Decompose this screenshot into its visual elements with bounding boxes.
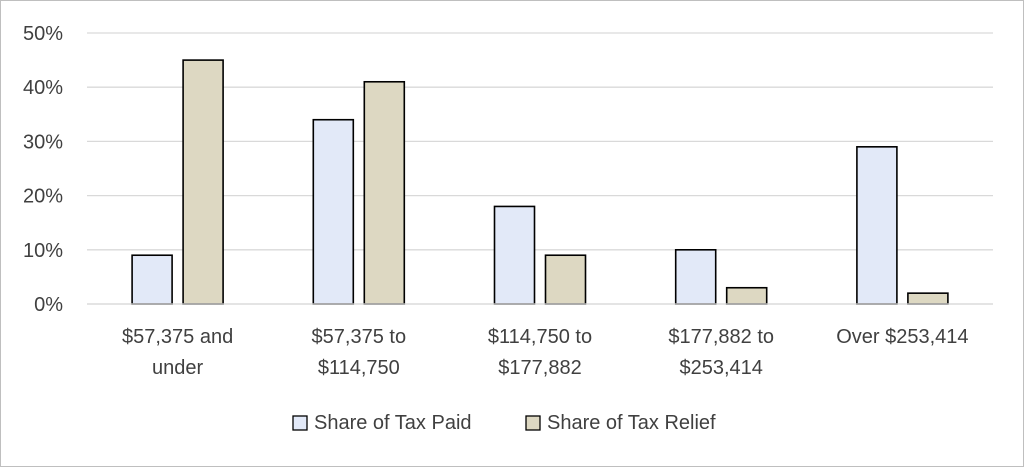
x-tick-label: $57,375 and	[122, 326, 233, 348]
legend-swatch	[525, 415, 541, 431]
legend: Share of Tax Paid Share of Tax Relief	[292, 412, 716, 434]
bar-tax-relief	[544, 254, 587, 305]
x-tick-label: $177,882 to	[668, 326, 774, 348]
y-tick-label: 10%	[23, 240, 63, 262]
bar-tax-relief	[363, 80, 406, 305]
bar-tax-paid	[312, 118, 355, 305]
x-axis: $57,375 and under $57,375 to $114,750 $114,7…	[87, 303, 993, 379]
legend-label: Share of Tax Relief	[547, 412, 716, 434]
x-tick-label: Over $253,414	[836, 326, 968, 348]
x-tick-label: $114,750 to	[488, 326, 592, 348]
bar-tax-paid	[131, 254, 173, 305]
y-tick-label: 40%	[23, 77, 63, 99]
y-tick-label: 0%	[34, 294, 63, 316]
y-axis: 0% 10% 20% 30% 40% 50%	[23, 23, 63, 316]
bar-tax-relief	[182, 59, 224, 305]
x-tick-label: $253,414	[679, 357, 762, 379]
bar-tax-paid	[674, 249, 717, 305]
bar-tax-relief	[725, 286, 768, 305]
y-tick-label: 30%	[23, 131, 63, 153]
bars	[131, 59, 949, 305]
x-tick-label: $114,750	[318, 357, 400, 379]
bar-tax-relief	[907, 292, 949, 305]
bar-tax-paid	[856, 146, 898, 305]
x-tick-label: under	[152, 357, 203, 379]
y-tick-label: 50%	[23, 23, 63, 45]
x-tick-label: $177,882	[498, 357, 581, 379]
y-tick-label: 20%	[23, 186, 63, 208]
x-tick-label: $57,375 to	[312, 326, 407, 348]
legend-label: Share of Tax Paid	[314, 412, 472, 434]
legend-swatch	[292, 415, 308, 431]
bar-tax-paid	[493, 205, 536, 305]
